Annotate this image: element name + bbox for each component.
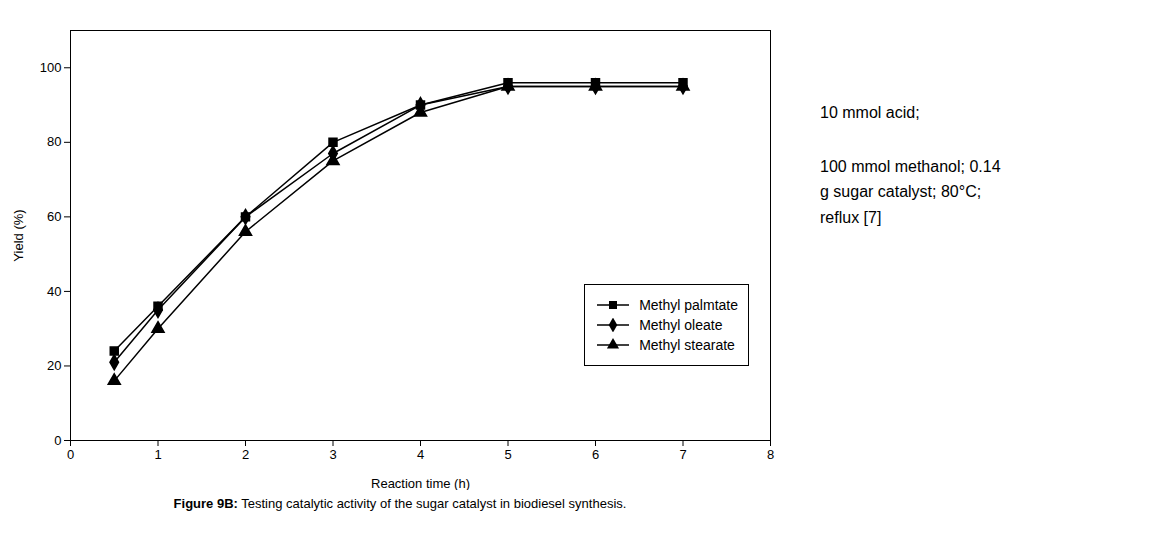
- svg-text:60: 60: [47, 209, 61, 224]
- svg-text:3: 3: [329, 447, 336, 462]
- svg-text:5: 5: [504, 447, 511, 462]
- svg-text:Yield (%): Yield (%): [11, 209, 26, 261]
- svg-text:80: 80: [47, 134, 61, 149]
- svg-text:1: 1: [154, 447, 161, 462]
- svg-text:0: 0: [54, 433, 61, 448]
- svg-text:40: 40: [47, 284, 61, 299]
- svg-text:2: 2: [242, 447, 249, 462]
- svg-text:20: 20: [47, 358, 61, 373]
- svg-text:7: 7: [679, 447, 686, 462]
- svg-text:100: 100: [40, 60, 62, 75]
- html-text:Figure 9B: Testing catalytic a: Figure 9B: Testing catalytic activity of…: [173, 496, 627, 511]
- html-text:Methyl palmtate: Methyl palmtate: [639, 297, 738, 314]
- html-text:Methyl stearate: Methyl stearate: [639, 337, 735, 354]
- svg-text:8: 8: [767, 447, 774, 462]
- svg-text:4: 4: [417, 447, 424, 462]
- svg-text:6: 6: [592, 447, 599, 462]
- html-text:Methyl oleate: Methyl oleate: [639, 317, 723, 334]
- html-text:100 mmol methanol; 0.14 g suga: 100 mmol methanol; 0.14 g sugar catalyst…: [820, 157, 1001, 226]
- svg-text:0: 0: [67, 447, 74, 462]
- svg-text:Reaction time (h): Reaction time (h): [371, 476, 470, 491]
- html-text:10 mmol acid;: 10 mmol acid;: [820, 104, 920, 121]
